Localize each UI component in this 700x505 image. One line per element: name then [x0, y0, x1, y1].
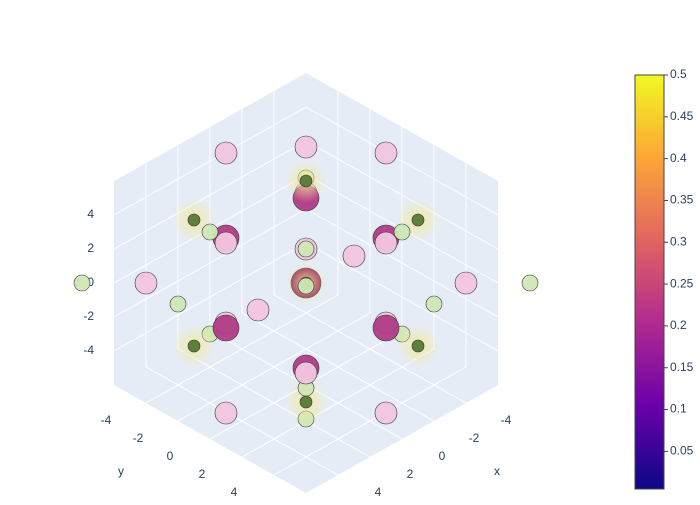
y-tick-label: -4	[101, 413, 112, 427]
grid-line	[113, 106, 307, 216]
z-tick-label: 0	[87, 275, 94, 289]
colorbar-tick-label: 0.45	[670, 109, 694, 123]
marker	[411, 213, 425, 227]
marker	[201, 223, 219, 241]
marker	[372, 314, 400, 342]
marker	[411, 339, 425, 353]
marker	[521, 274, 539, 292]
z-tick-label: 2	[87, 241, 94, 255]
z-tick-label: -2	[83, 309, 94, 323]
colorbar-tick-label: 0.05	[670, 444, 694, 458]
y-tick-label: 0	[167, 449, 174, 463]
marker	[297, 277, 315, 295]
y-tick-label: 4	[231, 485, 238, 499]
marker	[214, 401, 238, 425]
colorbar-tick-label: 0.2	[670, 318, 687, 332]
colorbar-tick-label: 0.15	[670, 360, 694, 374]
grid-line	[177, 312, 371, 422]
x-tick-label: 0	[439, 449, 446, 463]
grid-line	[305, 242, 499, 352]
colorbar-tick-label: 0.5	[670, 67, 687, 81]
grid-line	[113, 140, 307, 250]
x-tick-label: 2	[407, 467, 414, 481]
x-tick-label: 4	[375, 485, 382, 499]
grid-line	[273, 366, 467, 476]
grid-line	[305, 140, 499, 250]
colorbar-tick-label: 0.1	[670, 402, 687, 416]
marker	[299, 395, 313, 409]
colorbar-tick-label: 0.4	[670, 151, 687, 165]
y-tick-label: -2	[133, 431, 144, 445]
y-tick-label: 2	[199, 467, 206, 481]
marker	[187, 213, 201, 227]
marker	[342, 244, 366, 268]
z-tick-label: 4	[87, 207, 94, 221]
marker	[294, 135, 318, 159]
marker	[393, 223, 411, 241]
marker	[212, 314, 240, 342]
marker	[169, 295, 187, 313]
grid-line	[305, 208, 499, 318]
grid-line	[113, 208, 307, 318]
marker	[246, 298, 270, 322]
marker	[214, 231, 238, 255]
grid-line	[305, 106, 499, 216]
colorbar-tick-label: 0.35	[670, 193, 694, 207]
z-tick-label: -4	[83, 343, 94, 357]
x-tick-label: -2	[469, 431, 480, 445]
x-tick-label: -4	[501, 413, 512, 427]
grid-line	[241, 348, 435, 458]
colorbar-tick-label: 0.25	[670, 276, 694, 290]
marker	[374, 141, 398, 165]
marker	[374, 401, 398, 425]
grid-line	[113, 242, 307, 352]
colorbar	[634, 74, 665, 490]
marker	[187, 339, 201, 353]
marker	[297, 240, 315, 258]
colorbar-tick-label: 0.3	[670, 234, 687, 248]
marker	[134, 271, 158, 295]
marker	[454, 271, 478, 295]
marker	[425, 295, 443, 313]
y-axis-title: y	[118, 464, 124, 478]
marker	[73, 274, 91, 292]
marker	[214, 141, 238, 165]
grid-line	[145, 294, 339, 404]
marker	[374, 231, 398, 255]
x-axis-title: x	[494, 464, 500, 478]
marker	[299, 174, 313, 188]
marker	[294, 361, 318, 385]
